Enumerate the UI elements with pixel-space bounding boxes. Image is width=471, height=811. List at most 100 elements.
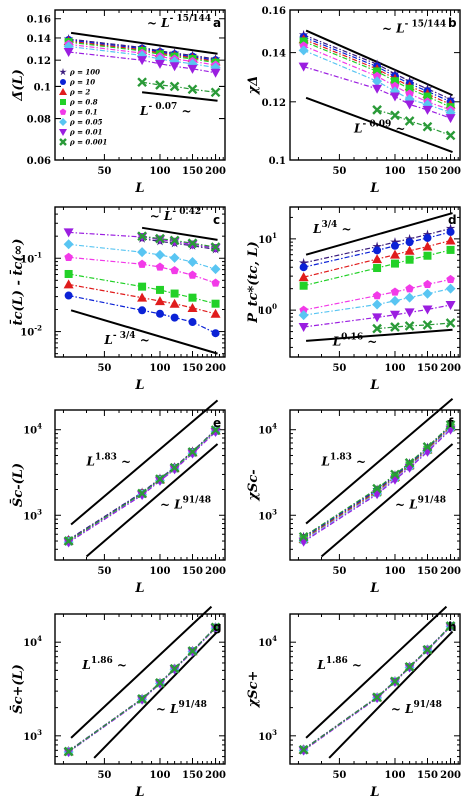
- annotation-base: ~ L: [156, 702, 179, 716]
- series: [298, 301, 456, 332]
- y-tick-base: 10: [258, 235, 272, 246]
- data-point: [155, 233, 165, 244]
- series: [63, 48, 221, 78]
- data-point: [137, 292, 148, 302]
- data-point: [372, 71, 382, 80]
- panel-a: 50 100 150 200 0.06 0.08 0.1 0.12 0.14 0.16 L Δ̄(L)…: [11, 9, 226, 196]
- y-tick-label: 0.14: [27, 34, 51, 45]
- series: [298, 45, 456, 118]
- annotation-base: ~ L: [150, 209, 173, 223]
- data-point: [63, 228, 74, 238]
- annotation-exponent: - 0.09: [362, 119, 391, 129]
- scaling-annotation: L3/4 ~: [312, 220, 351, 236]
- annotation-tail: ~: [113, 658, 127, 672]
- series: [298, 620, 456, 754]
- series: [63, 622, 221, 756]
- data-point: [404, 116, 415, 126]
- annotation-exponent: 1.83: [330, 453, 352, 463]
- legend-marker: [59, 108, 67, 115]
- data-point: [154, 476, 165, 486]
- y-tick-exponent: 4: [272, 634, 277, 643]
- series: [63, 622, 221, 755]
- series: [63, 279, 221, 318]
- plot-frame: [289, 409, 461, 561]
- data-point: [404, 661, 415, 672]
- data-point: [422, 644, 433, 655]
- series-line: [68, 429, 217, 541]
- panel-label: d: [448, 213, 457, 227]
- data-point: [299, 305, 308, 314]
- y-tick-label: 103: [23, 728, 42, 743]
- series-line: [303, 625, 452, 751]
- y-tick-exponent: 4: [37, 422, 42, 431]
- legend-marker: [59, 118, 67, 126]
- data-point: [63, 746, 74, 757]
- scaling-annotation: ~ L91/48: [160, 495, 211, 511]
- annotation-base: ~ L: [147, 16, 170, 30]
- annotation-base: L: [81, 658, 90, 672]
- data-point: [63, 239, 74, 250]
- data-point: [187, 302, 198, 312]
- data-point: [137, 247, 148, 258]
- series: [63, 239, 221, 275]
- series-line: [68, 43, 216, 66]
- data-point: [372, 313, 383, 323]
- data-point: [210, 308, 221, 318]
- series-line: [68, 430, 217, 543]
- y-tick-label: 104: [258, 634, 277, 649]
- x-axis-label: L: [134, 785, 144, 800]
- annotation-tail: ~: [363, 334, 377, 348]
- data-point: [169, 62, 180, 72]
- data-point: [446, 274, 455, 284]
- data-point: [423, 279, 432, 288]
- series: [372, 318, 456, 334]
- y-axis-label: S̄c-(L): [9, 463, 26, 507]
- panel-label: h: [448, 620, 457, 634]
- legend-label: ρ = 2: [69, 88, 90, 97]
- plot-frame: [54, 9, 226, 161]
- y-tick-exponent: 3: [272, 728, 277, 737]
- panel-label: f: [448, 416, 454, 430]
- data-point: [169, 252, 180, 263]
- series-line: [68, 626, 217, 752]
- data-point: [138, 306, 147, 315]
- data-point: [137, 77, 147, 88]
- data-point: [63, 279, 74, 289]
- scaling-annotation: ~ L- 0.42: [150, 207, 201, 223]
- data-point: [169, 237, 180, 247]
- data-point: [422, 121, 433, 132]
- annotation-exponent: 91/48: [183, 495, 211, 505]
- legend-label: ρ = 10: [69, 78, 95, 87]
- y-tick-exponent: 4: [272, 422, 277, 431]
- data-point: [210, 264, 221, 275]
- series-line: [68, 626, 217, 752]
- data-point: [155, 285, 164, 294]
- legend-item: ρ = 10: [60, 78, 95, 87]
- x-tick-label: 200: [440, 363, 461, 374]
- data-point: [64, 252, 73, 261]
- data-point: [210, 68, 221, 78]
- data-point: [390, 77, 399, 86]
- y-tick-exponent: 4: [37, 634, 42, 643]
- data-point: [390, 237, 400, 247]
- series-line: [68, 626, 217, 752]
- x-tick-label: 100: [150, 770, 171, 781]
- y-tick-exponent: 0: [272, 302, 277, 311]
- x-axis-label: L: [134, 581, 144, 596]
- data-point: [298, 744, 309, 755]
- data-point: [63, 538, 74, 548]
- y-tick-label: 0.08: [27, 115, 51, 126]
- annotation-exponent: 0.16: [341, 332, 363, 342]
- y-tick-label: 103: [23, 507, 42, 522]
- x-tick-label: 200: [205, 566, 226, 577]
- data-point: [64, 291, 73, 300]
- scaling-guide-line: [141, 226, 218, 241]
- y-tick-base: 10: [20, 254, 34, 265]
- scaling-guide-line: [305, 212, 453, 256]
- data-point: [298, 272, 309, 282]
- annotation-exponent: - 0.07: [148, 102, 177, 112]
- panel-label: g: [213, 620, 222, 634]
- data-point: [446, 227, 455, 236]
- series: [64, 291, 220, 338]
